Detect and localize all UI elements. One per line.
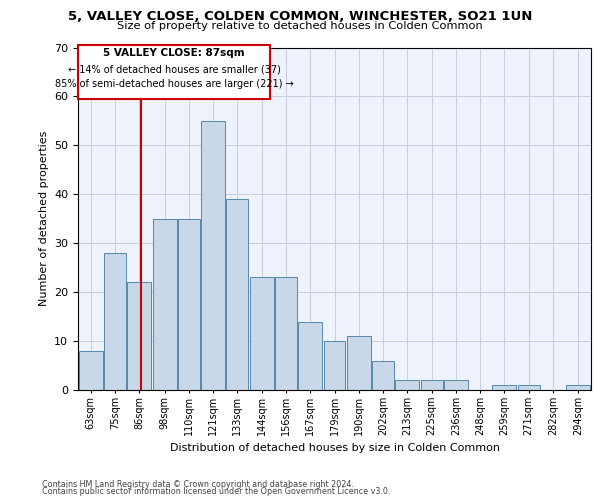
Text: Contains HM Land Registry data © Crown copyright and database right 2024.: Contains HM Land Registry data © Crown c… (42, 480, 354, 489)
Text: 85% of semi-detached houses are larger (221) →: 85% of semi-detached houses are larger (… (55, 79, 293, 89)
Bar (152, 219, 176, 390)
Text: 5, VALLEY CLOSE, COLDEN COMMON, WINCHESTER, SO21 1UN: 5, VALLEY CLOSE, COLDEN COMMON, WINCHEST… (68, 10, 532, 23)
Text: Size of property relative to detached houses in Colden Common: Size of property relative to detached ho… (117, 21, 483, 31)
Bar (372, 360, 394, 390)
Bar (226, 199, 248, 390)
Text: Contains public sector information licensed under the Open Government Licence v3: Contains public sector information licen… (42, 488, 391, 496)
Bar (127, 282, 151, 390)
Bar (347, 336, 371, 390)
Text: 5 VALLEY CLOSE: 87sqm: 5 VALLEY CLOSE: 87sqm (103, 48, 245, 58)
Bar (79, 351, 103, 390)
Bar (275, 278, 297, 390)
Bar (250, 278, 274, 390)
Y-axis label: Number of detached properties: Number of detached properties (38, 131, 49, 306)
Bar (104, 253, 126, 390)
Bar (298, 322, 322, 390)
Bar (493, 385, 517, 390)
Bar (444, 380, 468, 390)
Bar (566, 385, 590, 390)
Text: ← 14% of detached houses are smaller (37): ← 14% of detached houses are smaller (37… (68, 64, 280, 74)
Bar (395, 380, 419, 390)
Bar (421, 380, 443, 390)
Bar (323, 341, 346, 390)
Bar (518, 385, 540, 390)
X-axis label: Distribution of detached houses by size in Colden Common: Distribution of detached houses by size … (170, 444, 499, 454)
Bar (201, 121, 225, 390)
Bar (178, 219, 200, 390)
